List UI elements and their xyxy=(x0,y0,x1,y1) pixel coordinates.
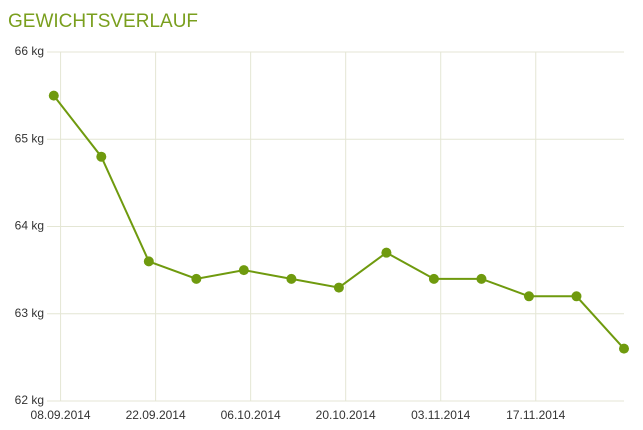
point xyxy=(143,256,154,267)
x-tick-label: 17.11.2014 xyxy=(506,408,565,422)
y-tick-label: 63 kg xyxy=(15,306,44,320)
point xyxy=(428,273,439,284)
point xyxy=(476,273,487,284)
point xyxy=(523,291,534,302)
chart-title: GEWICHTSVERLAUF xyxy=(8,11,198,32)
x-tick-label: 22.09.2014 xyxy=(126,408,186,422)
line xyxy=(52,95,625,350)
point xyxy=(381,247,392,258)
x-tick-label: 06.10.2014 xyxy=(221,408,281,422)
point xyxy=(238,265,249,276)
y-tick-label: 65 kg xyxy=(15,131,44,145)
y-tick-label: 62 kg xyxy=(15,393,44,407)
x-tick-label: 03.11.2014 xyxy=(411,408,470,422)
x-tick-label: 20.10.2014 xyxy=(316,408,376,422)
point xyxy=(333,282,344,293)
point xyxy=(96,151,107,162)
y-tick-label: 64 kg xyxy=(15,219,44,233)
y-tick-label: 66 kg xyxy=(15,44,44,58)
point xyxy=(286,273,297,284)
x-tick-label: 08.09.2014 xyxy=(31,408,91,422)
point xyxy=(571,291,582,302)
point xyxy=(619,343,629,354)
point xyxy=(48,90,59,101)
point xyxy=(191,273,202,284)
